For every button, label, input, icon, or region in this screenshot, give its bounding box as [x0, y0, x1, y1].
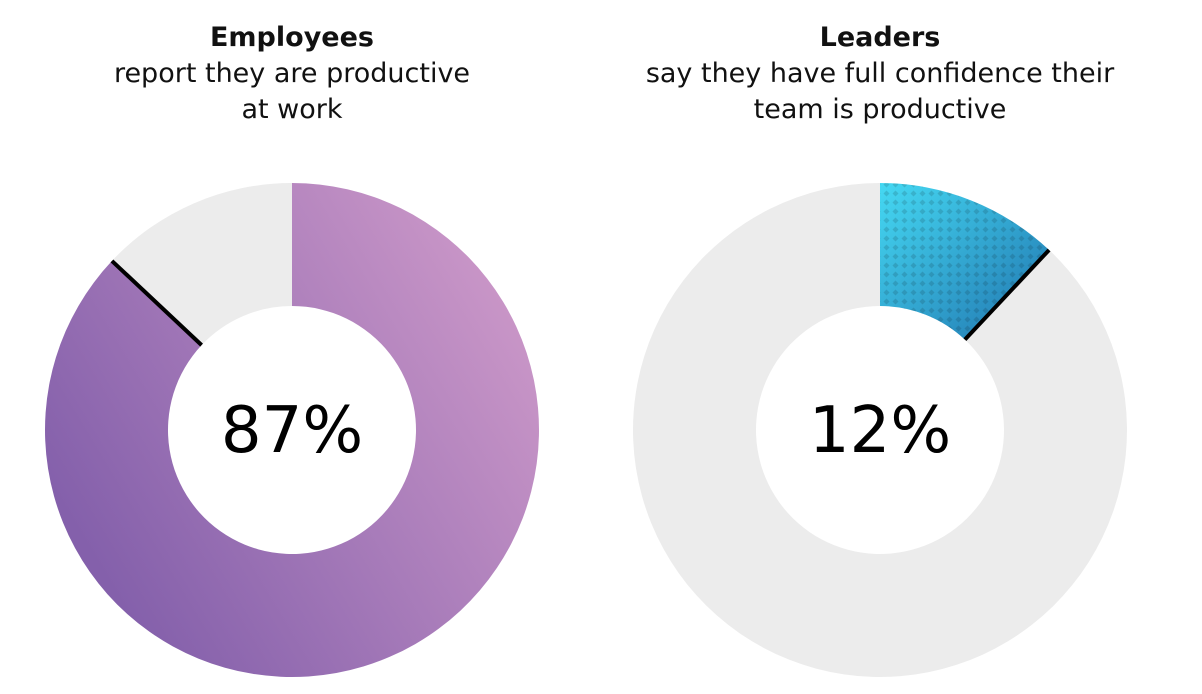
chart-subtitle: say they have full confidence their team… [645, 58, 1115, 125]
employees-donut [45, 183, 540, 677]
leaders-donut [633, 183, 1128, 677]
leaders-header: Leaders say they have full confidence th… [600, 20, 1160, 128]
slice-remainder [111, 183, 292, 346]
slice-pattern [880, 183, 1050, 340]
slice-divider [110, 259, 203, 347]
chart-title: Employees [209, 22, 374, 53]
employees-header: Employees report they are productive at … [12, 20, 572, 128]
slice-divider [963, 248, 1051, 341]
center-label: 12% [809, 394, 951, 468]
chart-title: Leaders [819, 22, 941, 53]
center-label: 87% [221, 394, 363, 468]
slice-remainder [633, 183, 1128, 677]
chart-subtitle: report they are productive at work [113, 58, 471, 125]
slice-value [45, 183, 540, 677]
